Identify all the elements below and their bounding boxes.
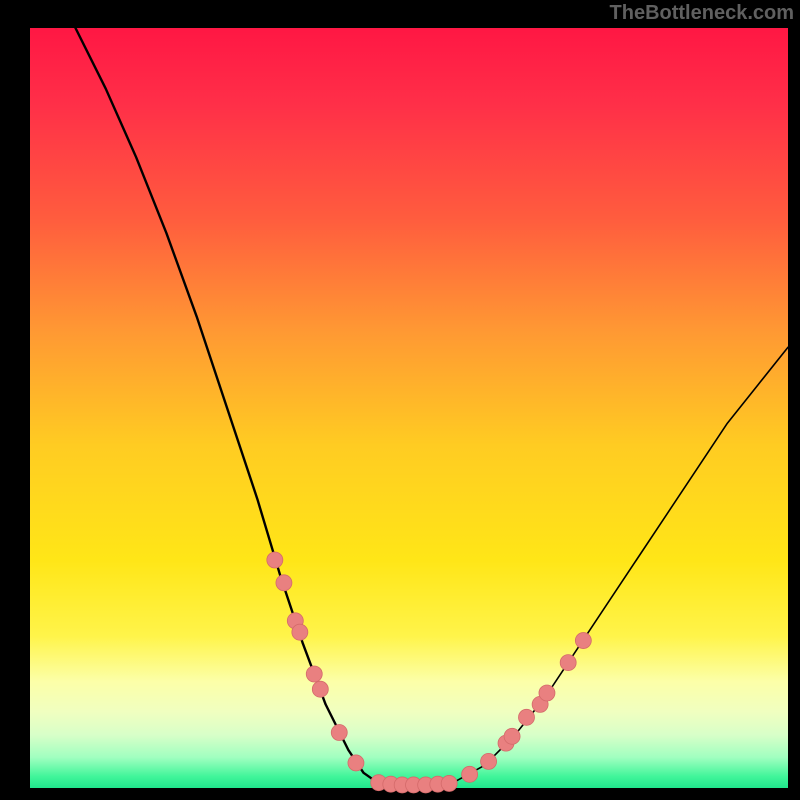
marker-right-0 (462, 766, 478, 782)
marker-right-3 (504, 728, 520, 744)
marker-right-4 (518, 709, 534, 725)
marker-left-3 (292, 624, 308, 640)
marker-left-1 (276, 575, 292, 591)
chart-container: TheBottleneck.com (0, 0, 800, 800)
watermark-text: TheBottleneck.com (610, 2, 794, 25)
marker-right-6 (539, 685, 555, 701)
marker-left-4 (306, 666, 322, 682)
marker-right-7 (560, 655, 576, 671)
data-markers (267, 552, 592, 793)
bottleneck-curve-right (454, 347, 788, 782)
marker-right-1 (481, 753, 497, 769)
marker-left-5 (312, 681, 328, 697)
marker-bottom-6 (441, 775, 457, 791)
marker-left-0 (267, 552, 283, 568)
bottleneck-curve (75, 28, 454, 786)
marker-left-7 (348, 755, 364, 771)
chart-svg (0, 0, 800, 800)
marker-right-8 (575, 633, 591, 649)
marker-left-6 (331, 725, 347, 741)
